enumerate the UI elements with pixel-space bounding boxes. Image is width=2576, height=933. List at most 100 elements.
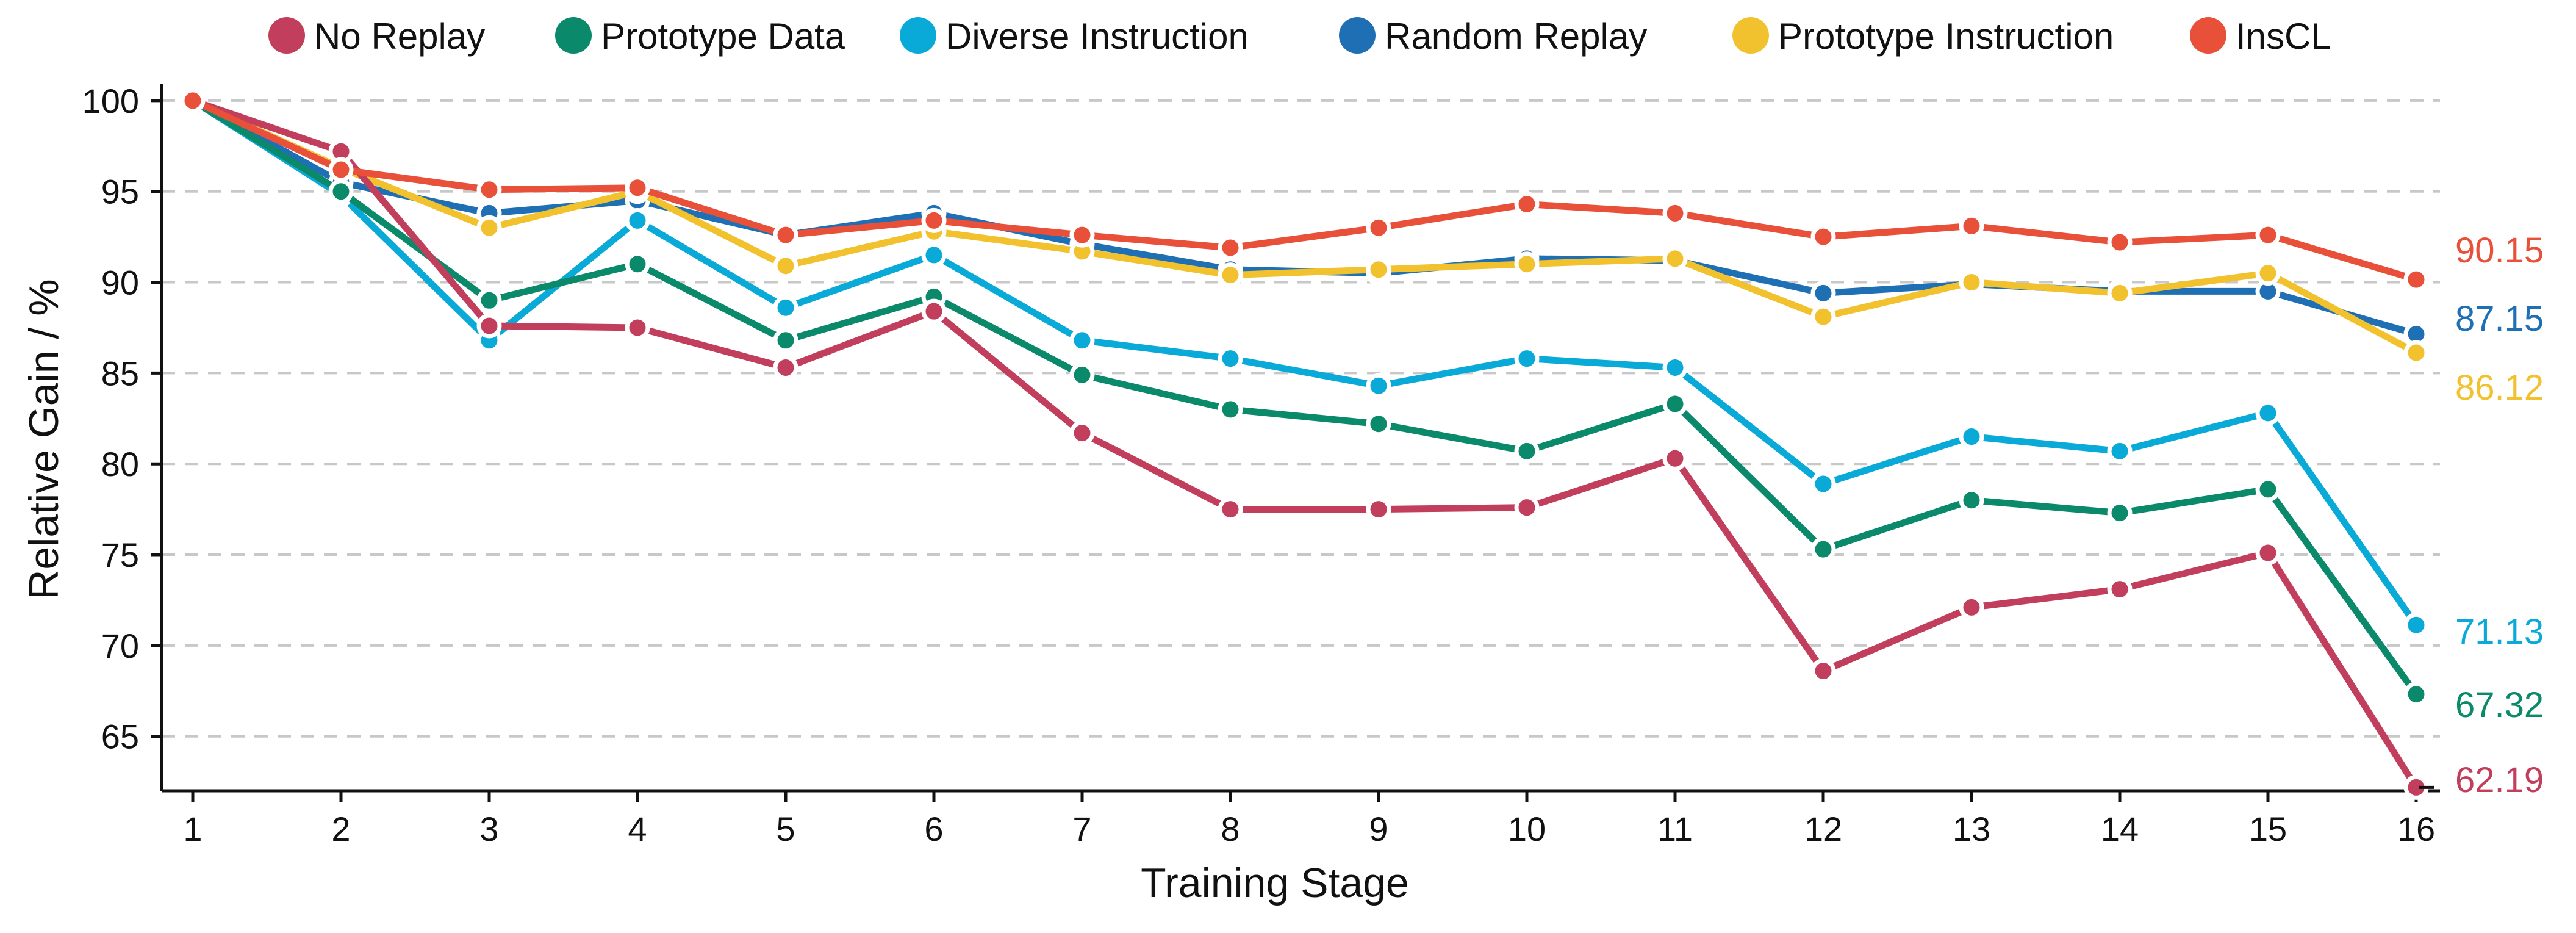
data-point-prototype-data [1366,411,1391,437]
x-tick-label: 13 [1953,810,1990,848]
y-tick-label: 100 [82,82,139,120]
x-tick-label: 3 [479,810,498,848]
legend-marker-no-replay [268,17,305,54]
legend-label-prototype-data: Prototype Data [601,16,845,57]
legend-item-inscl: InsCL [2190,16,2331,57]
legend-label-diverse-instruction: Diverse Instruction [945,16,1249,57]
data-point-inscl [2107,229,2133,255]
series-no-replay [180,88,2429,800]
x-tick-label: 16 [2397,810,2435,848]
axes [160,84,2440,793]
data-point-prototype-data [773,328,798,353]
data-point-prototype-data [476,287,502,313]
legend: No Replay Prototype Data Diverse Instructi… [268,16,2331,57]
data-point-prototype-instruction [2255,261,2281,286]
data-point-diverse-instruction [1959,424,1984,450]
end-label-prototype-data: 67.32 [2455,685,2544,725]
legend-marker-prototype-instruction [1732,17,1769,54]
data-point-no-replay [1218,497,1243,522]
series-line-no-replay [189,97,2420,791]
data-point-prototype-data [625,251,650,277]
legend-marker-random-replay [1339,17,1376,54]
x-tick-label: 1 [183,810,202,848]
end-label-diverse-instruction: 71.13 [2455,612,2544,652]
x-tick-label: 2 [331,810,350,848]
data-point-prototype-instruction [476,215,502,240]
data-point-no-replay [1810,658,1836,684]
legend-marker-diverse-instruction [900,17,936,54]
x-tick-label: 14 [2101,810,2139,848]
data-point-prototype-instruction [773,253,798,279]
data-point-random-replay [1810,280,1836,306]
legend-label-random-replay: Random Replay [1385,16,1647,57]
data-point-prototype-data [1069,362,1095,387]
data-point-no-replay [1959,594,1984,620]
data-point-inscl [1810,224,1836,250]
data-point-diverse-instruction [2107,438,2133,464]
data-point-prototype-instruction [1514,251,1540,277]
x-tick-label: 12 [1804,810,1842,848]
x-tick-label: 15 [2249,810,2287,848]
end-label-prototype-instruction: 86.12 [2455,368,2544,408]
legend-item-random-replay: Random Replay [1339,16,1647,57]
data-point-inscl [1218,235,1243,261]
x-ticks: 1 2 3 4 5 6 7 8 9 10 11 12 13 14 15 16 [183,791,2435,848]
legend-item-prototype-instruction: Prototype Instruction [1732,16,2114,57]
data-point-diverse-instruction [1810,471,1836,497]
data-point-inscl [1662,200,1688,226]
series-prototype-instruction [180,88,2429,366]
y-tick-label: 65 [101,718,139,756]
legend-label-inscl: InsCL [2236,16,2331,57]
data-point-prototype-instruction [2403,340,2429,366]
data-point-prototype-instruction [1810,304,1836,330]
data-point-prototype-instruction [1959,270,1984,295]
data-point-no-replay [2107,577,2133,602]
y-tick-label: 90 [101,264,139,302]
data-point-prototype-data [1514,438,1540,464]
data-point-diverse-instruction [1218,346,1243,372]
y-tick-label: 80 [101,445,139,483]
end-label-random-replay: 87.15 [2455,299,2544,339]
y-tick-label: 75 [101,536,139,574]
data-point-prototype-instruction [2107,280,2133,306]
y-tick-label: 70 [101,627,139,665]
x-tick-label: 8 [1221,810,1240,848]
data-point-prototype-data [1218,397,1243,422]
x-tick-label: 5 [776,810,795,848]
y-axis-title: Relative Gain / % [21,279,67,599]
data-point-no-replay [921,298,947,324]
data-point-prototype-data [2255,477,2281,502]
series-prototype-data [180,88,2429,707]
data-point-prototype-data [1959,488,1984,513]
legend-marker-prototype-data [555,17,592,54]
data-point-prototype-data [2403,682,2429,707]
data-point-prototype-data [328,179,354,204]
x-tick-label: 9 [1369,810,1388,848]
y-ticks: 65 70 75 80 85 90 95 100 [82,82,162,756]
legend-marker-inscl [2190,17,2226,54]
data-point-inscl [2403,267,2429,292]
data-point-diverse-instruction [1514,346,1540,372]
x-tick-label: 6 [924,810,943,848]
series-line-inscl [189,97,2420,283]
series-line-diverse-instruction [189,97,2420,629]
data-point-no-replay [1069,420,1095,446]
x-tick-label: 4 [628,810,647,848]
data-point-inscl [328,157,354,182]
data-point-prototype-instruction [1662,246,1688,272]
data-point-inscl [773,222,798,248]
data-point-diverse-instruction [773,295,798,320]
legend-label-no-replay: No Replay [314,16,485,57]
data-point-prototype-data [1810,536,1836,562]
data-point-no-replay [476,313,502,339]
data-point-no-replay [1662,445,1688,471]
data-point-no-replay [625,315,650,340]
data-point-diverse-instruction [2255,400,2281,426]
legend-item-diverse-instruction: Diverse Instruction [900,16,1249,57]
data-point-prototype-instruction [1366,257,1391,283]
data-point-diverse-instruction [1662,355,1688,380]
x-tick-label: 7 [1072,810,1091,848]
data-point-diverse-instruction [2403,612,2429,638]
series-line-prototype-data [189,97,2420,698]
